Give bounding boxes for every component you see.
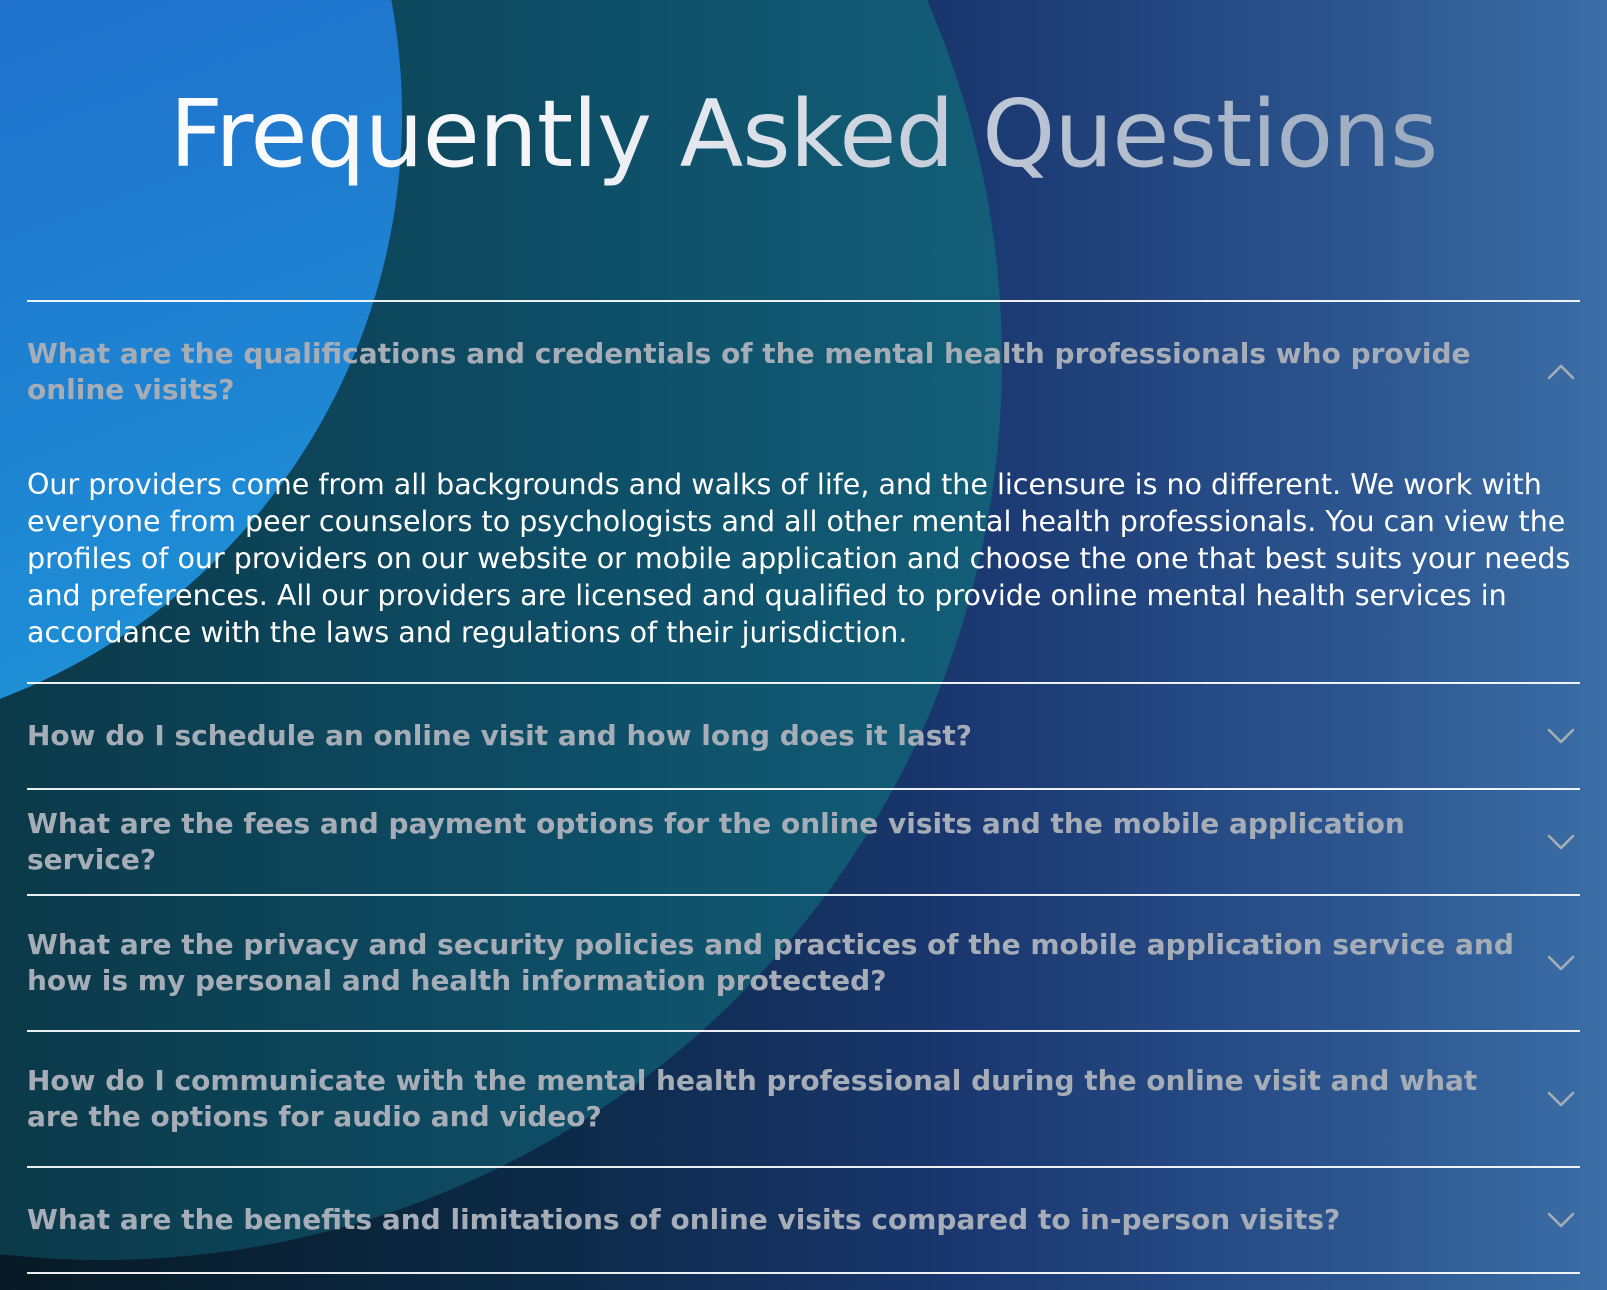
faq-list: What are the qualifications and credenti… — [27, 300, 1580, 1274]
faq-question-text: What are the fees and payment options fo… — [27, 807, 1405, 876]
chevron-down-icon[interactable] — [1544, 946, 1578, 980]
faq-item-fees: What are the fees and payment options fo… — [27, 790, 1580, 896]
faq-item-schedule: How do I schedule an online visit and ho… — [27, 684, 1580, 790]
faq-question-toggle[interactable]: How do I schedule an online visit and ho… — [27, 684, 1580, 788]
faq-question-toggle[interactable]: What are the fees and payment options fo… — [27, 790, 1580, 894]
faq-question-text: What are the privacy and security polici… — [27, 928, 1514, 997]
faq-question-toggle[interactable]: What are the qualifications and credenti… — [27, 302, 1580, 408]
faq-question-toggle[interactable]: What are the benefits and limitations of… — [27, 1168, 1580, 1272]
faq-item-privacy: What are the privacy and security polici… — [27, 896, 1580, 1032]
faq-item-communication: How do I communicate with the mental hea… — [27, 1032, 1580, 1168]
faq-question-text: What are the benefits and limitations of… — [27, 1203, 1341, 1236]
faq-answer-text: Our providers come from all backgrounds … — [27, 468, 1571, 649]
faq-question-toggle[interactable]: What are the privacy and security polici… — [27, 896, 1580, 1030]
faq-question-text: How do I communicate with the mental hea… — [27, 1064, 1478, 1133]
faq-question-text: How do I schedule an online visit and ho… — [27, 719, 972, 752]
faq-question-text: What are the qualifications and credenti… — [27, 337, 1471, 406]
faq-question-toggle[interactable]: How do I communicate with the mental hea… — [27, 1032, 1580, 1166]
chevron-down-icon[interactable] — [1544, 825, 1578, 859]
chevron-down-icon[interactable] — [1544, 1203, 1578, 1237]
chevron-up-icon[interactable] — [1544, 355, 1578, 389]
chevron-down-icon[interactable] — [1544, 1082, 1578, 1116]
chevron-down-icon[interactable] — [1544, 719, 1578, 753]
page-title: Frequently Asked Questions — [27, 0, 1580, 206]
faq-item-qualifications: What are the qualifications and credenti… — [27, 302, 1580, 684]
faq-item-benefits: What are the benefits and limitations of… — [27, 1168, 1580, 1274]
